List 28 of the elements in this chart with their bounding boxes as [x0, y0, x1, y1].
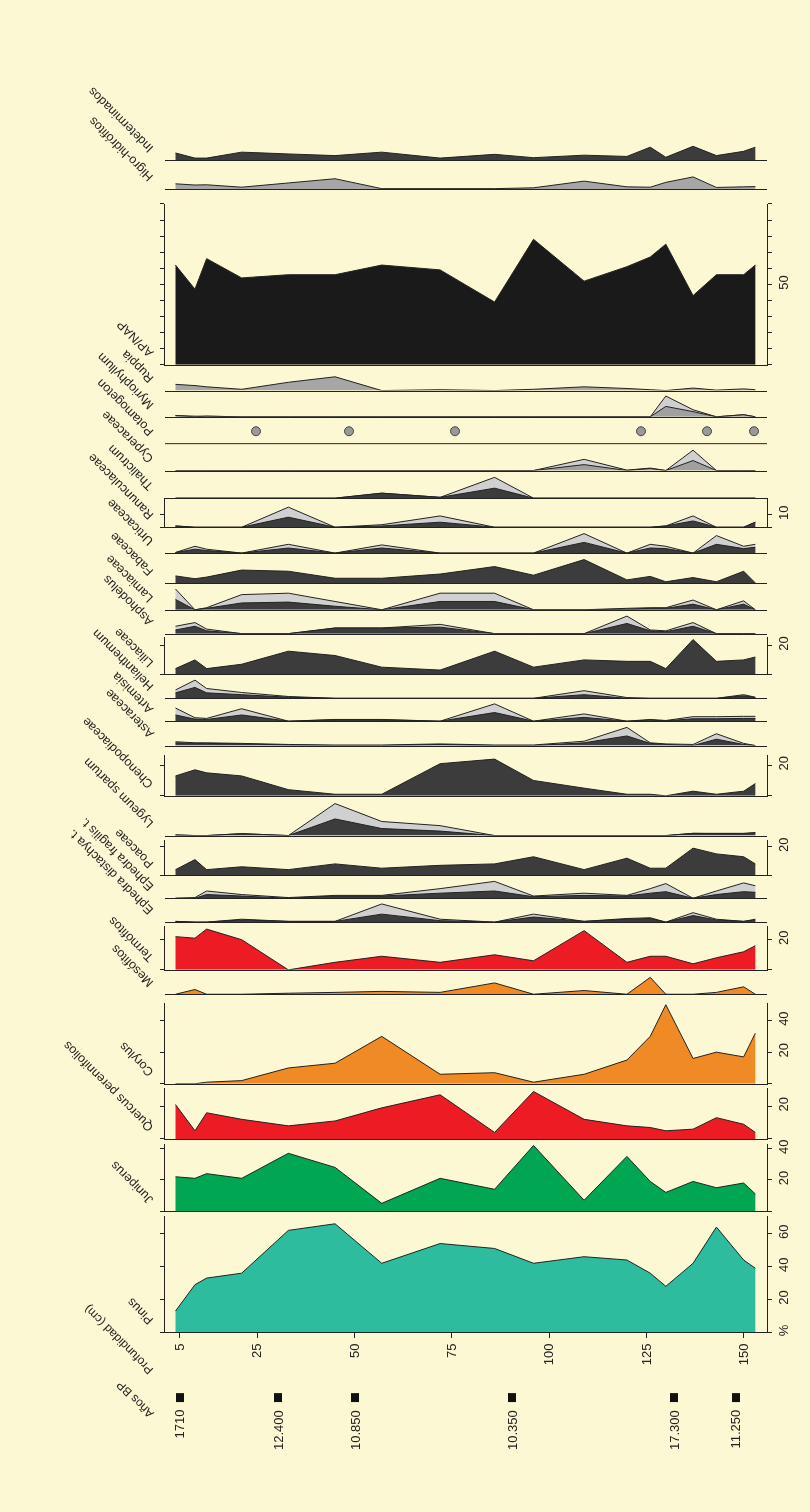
x-tick-label: 125 [638, 1343, 654, 1366]
y-tick-label: 20 [775, 756, 791, 771]
y-tick-label: 20 [775, 1042, 791, 1058]
x-tick-label: 25 [249, 1343, 265, 1359]
y-tick-label: 20 [775, 1097, 791, 1112]
y-tick-label: 10 [775, 505, 791, 520]
y-tick-label: 20 [775, 1290, 791, 1305]
x-tick-label: 150 [735, 1343, 751, 1366]
text: 10.350 [504, 1410, 520, 1451]
text: 12.400 [270, 1410, 286, 1451]
y-tick-label: 40 [775, 1139, 791, 1154]
y-tick-label: 20 [775, 930, 791, 945]
x-tick-label: 5 [171, 1343, 187, 1351]
x-tick-label: 100 [541, 1343, 557, 1366]
y-tick-label: 20 [775, 1170, 791, 1186]
text: 17.300 [666, 1410, 682, 1451]
y-tick-label: 20 [775, 837, 791, 852]
y-tick-label: 20 [775, 636, 791, 651]
x-tick-label: 75 [444, 1343, 460, 1359]
text: 11.250 [728, 1409, 744, 1449]
text: 10.850 [347, 1410, 363, 1451]
y-tick-label: 50 [775, 275, 791, 290]
text: 1710 [172, 1409, 188, 1439]
y-tick-label: 60 [775, 1224, 791, 1239]
x-tick-label: 50 [346, 1343, 362, 1359]
y-tick-label: % [775, 1324, 791, 1337]
y-tick-label: 40 [775, 1257, 791, 1272]
y-tick-label: 40 [775, 1011, 791, 1026]
